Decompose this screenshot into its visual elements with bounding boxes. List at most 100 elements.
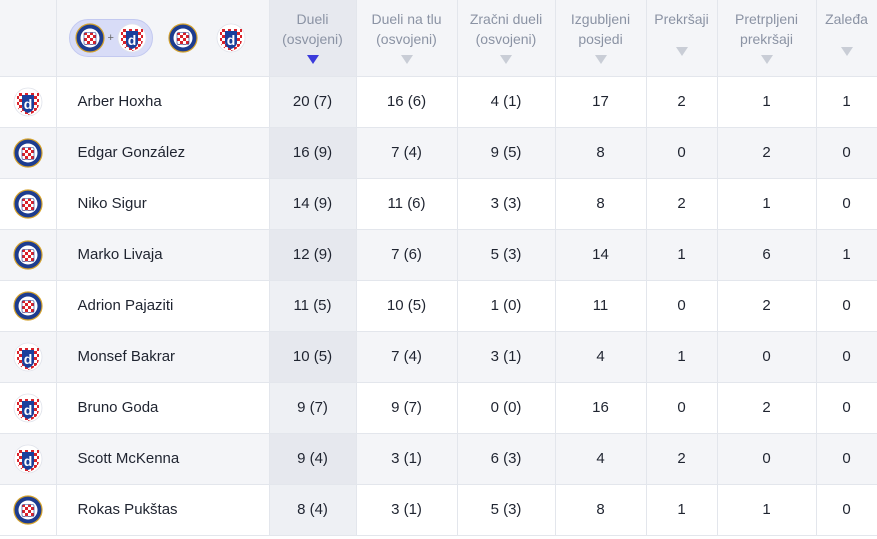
stat-duels: 16 (9): [269, 127, 357, 179]
column-header-sublabel: (osvojeni): [376, 31, 437, 47]
sort-arrow-icon[interactable]: [500, 55, 512, 64]
stat-offsides: 1: [816, 229, 877, 281]
dinamo-crest-icon: [117, 23, 147, 53]
stat-fouls: 0: [646, 382, 718, 434]
header-club-spacer: [0, 0, 57, 77]
column-header-ground-duels[interactable]: Dueli na tlu (osvojeni): [356, 0, 458, 77]
stat-fouled: 6: [717, 229, 817, 281]
table-row[interactable]: Adrion Pajaziti 11 (5) 10 (5) 1 (0) 11 0 2 0: [0, 280, 877, 332]
stat-lost: 17: [555, 76, 647, 128]
stat-fouls: 1: [646, 229, 718, 281]
stat-fouls: 2: [646, 178, 718, 230]
hajduk-crest-icon: [13, 138, 43, 168]
table-row[interactable]: Marko Livaja 12 (9) 7 (6) 5 (3) 14 1 6 1: [0, 229, 877, 281]
dinamo-crest-icon: [216, 23, 246, 53]
stat-ground: 16 (6): [356, 76, 458, 128]
club-cell: [0, 178, 57, 230]
stat-fouled: 1: [717, 178, 817, 230]
sort-desc-icon[interactable]: [306, 55, 319, 64]
stat-aerial: 5 (3): [457, 484, 556, 536]
stat-fouls: 0: [646, 280, 718, 332]
stat-fouled: 0: [717, 331, 817, 383]
column-header-label: Dueli: [296, 11, 329, 27]
column-header-aerial-duels[interactable]: Zračni dueli (osvojeni): [457, 0, 556, 77]
stat-ground: 3 (1): [356, 433, 458, 485]
player-name[interactable]: Marko Livaja: [56, 229, 270, 281]
filter-dinamo-button[interactable]: [213, 20, 249, 56]
stat-duels: 14 (9): [269, 178, 357, 230]
stat-lost: 14: [555, 229, 647, 281]
club-cell: [0, 280, 57, 332]
stat-ground: 9 (7): [356, 382, 458, 434]
stat-aerial: 5 (3): [457, 229, 556, 281]
stat-duels: 11 (5): [269, 280, 357, 332]
table-header-row: + Dueli (osvojeni) Dueli na tlu: [0, 0, 877, 77]
player-name[interactable]: Scott McKenna: [56, 433, 270, 485]
table-row[interactable]: Bruno Goda 9 (7) 9 (7) 0 (0) 16 0 2 0: [0, 382, 877, 434]
table-row[interactable]: Rokas Pukštas 8 (4) 3 (1) 5 (3) 8 1 1 0: [0, 484, 877, 536]
column-header-offsides[interactable]: Zaleđa: [816, 0, 877, 77]
player-name[interactable]: Bruno Goda: [56, 382, 270, 434]
table-row[interactable]: Niko Sigur 14 (9) 11 (6) 3 (3) 8 2 1 0: [0, 178, 877, 230]
stat-fouled: 2: [717, 382, 817, 434]
table-row[interactable]: Arber Hoxha 20 (7) 16 (6) 4 (1) 17 2 1 1: [0, 76, 877, 128]
sort-arrow-icon[interactable]: [760, 55, 773, 64]
stat-offsides: 0: [816, 331, 877, 383]
table-row[interactable]: Edgar González 16 (9) 7 (4) 9 (5) 8 0 2 0: [0, 127, 877, 179]
sort-arrow-icon[interactable]: [840, 47, 853, 56]
column-header-label: Dueli na tlu: [371, 11, 442, 27]
player-name[interactable]: Edgar González: [56, 127, 270, 179]
stat-aerial: 3 (1): [457, 331, 556, 383]
hajduk-crest-icon: [13, 240, 43, 270]
column-header-lost-possessions[interactable]: Izgubljeni posjedi: [555, 0, 647, 77]
stat-lost: 4: [555, 331, 647, 383]
column-header-label: Prekršaji: [654, 11, 709, 27]
stat-aerial: 3 (3): [457, 178, 556, 230]
player-name[interactable]: Niko Sigur: [56, 178, 270, 230]
sort-arrow-icon[interactable]: [675, 47, 688, 56]
column-header-label: Izgubljeni: [570, 11, 631, 27]
table-row[interactable]: Monsef Bakrar 10 (5) 7 (4) 3 (1) 4 1 0 0: [0, 331, 877, 383]
stat-offsides: 0: [816, 127, 877, 179]
stat-ground: 10 (5): [356, 280, 458, 332]
club-cell: [0, 76, 57, 128]
stat-fouled: 2: [717, 127, 817, 179]
sort-arrow-icon[interactable]: [400, 55, 413, 64]
filter-hajduk-button[interactable]: [165, 20, 201, 56]
stat-fouled: 2: [717, 280, 817, 332]
hajduk-crest-icon: [168, 23, 198, 53]
player-name[interactable]: Rokas Pukštas: [56, 484, 270, 536]
stat-offsides: 0: [816, 382, 877, 434]
stat-fouls: 1: [646, 484, 718, 536]
sort-arrow-icon[interactable]: [594, 55, 607, 64]
club-cell: [0, 382, 57, 434]
player-name[interactable]: Adrion Pajaziti: [56, 280, 270, 332]
column-header-sublabel: (osvojeni): [282, 31, 343, 47]
stat-duels: 10 (5): [269, 331, 357, 383]
stat-lost: 11: [555, 280, 647, 332]
column-header-duels[interactable]: Dueli (osvojeni): [269, 0, 357, 77]
player-name[interactable]: Monsef Bakrar: [56, 331, 270, 383]
column-header-label: Zaleđa: [825, 11, 868, 27]
stat-ground: 7 (6): [356, 229, 458, 281]
stat-lost: 8: [555, 484, 647, 536]
stat-aerial: 1 (0): [457, 280, 556, 332]
stat-fouled: 1: [717, 484, 817, 536]
column-header-fouled[interactable]: Pretrpljeni prekršaji: [717, 0, 817, 77]
stat-duels: 20 (7): [269, 76, 357, 128]
table-row[interactable]: Scott McKenna 9 (4) 3 (1) 6 (3) 4 2 0 0: [0, 433, 877, 485]
filter-both-teams-button[interactable]: +: [68, 18, 153, 57]
stat-duels: 12 (9): [269, 229, 357, 281]
table-body: Arber Hoxha 20 (7) 16 (6) 4 (1) 17 2 1 1 Edgar G…: [0, 76, 877, 536]
stat-offsides: 0: [816, 433, 877, 485]
club-cell: [0, 433, 57, 485]
column-header-label: Pretrpljeni: [734, 11, 799, 27]
player-name[interactable]: Arber Hoxha: [56, 76, 270, 128]
column-header-sublabel: posjedi: [578, 31, 623, 47]
plus-sign: +: [107, 31, 114, 44]
column-header-sublabel: (osvojeni): [475, 31, 537, 47]
dinamo-crest-icon: [13, 87, 43, 117]
stat-aerial: 4 (1): [457, 76, 556, 128]
column-header-fouls[interactable]: Prekršaji: [646, 0, 718, 77]
